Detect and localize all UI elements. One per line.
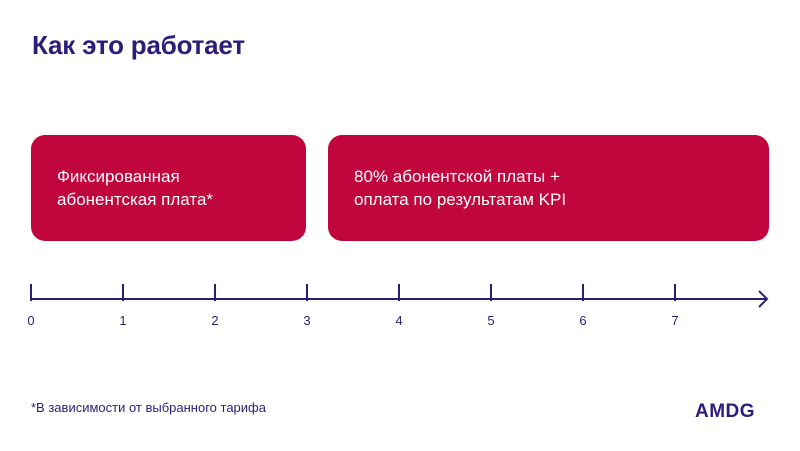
timeline-tick-label: 6: [579, 313, 587, 328]
phase-box-text-line: 80% абонентской платы +: [354, 167, 560, 186]
timeline-tick-label: 7: [671, 313, 679, 328]
timeline-tick-label: 4: [395, 313, 403, 328]
brand-logo: AMDG: [695, 401, 756, 422]
timeline-tick-label: 0: [27, 313, 35, 328]
phase-box-fixed-fee: Фиксированная абонентская плата*: [31, 135, 306, 241]
timeline-tick-label: 3: [303, 313, 311, 328]
footnote: *В зависимости от выбранного тарифа: [31, 400, 266, 415]
timeline-ticks: [30, 284, 676, 301]
phase-box-kpi-fee: 80% абонентской платы + оплата по резуль…: [328, 135, 769, 241]
phase-box-text-line: Фиксированная: [57, 167, 180, 186]
page-title: Как это работает: [32, 30, 245, 60]
phase-box-text-line: оплата по результатам KPI: [354, 190, 567, 209]
timeline-tick-label: 2: [211, 313, 219, 328]
timeline-arrow-head: [758, 290, 769, 308]
timeline-tick-label: 1: [119, 313, 127, 328]
timeline-tick-label: 5: [487, 313, 495, 328]
phase-box-text-line: абонентская плата*: [57, 190, 214, 209]
